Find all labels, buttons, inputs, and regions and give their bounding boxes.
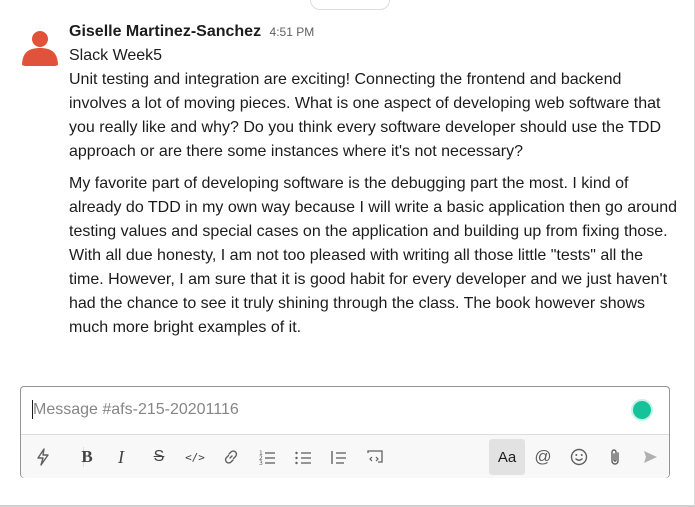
toolbar-divider: [83, 447, 84, 467]
svg-text:1: 1: [259, 450, 263, 457]
code-button[interactable]: </>: [185, 450, 205, 464]
date-divider-pill[interactable]: [310, 0, 390, 10]
lightning-icon[interactable]: [29, 443, 57, 471]
emoji-icon[interactable]: [565, 443, 593, 471]
message-input[interactable]: [31, 397, 623, 423]
avatar[interactable]: [20, 26, 60, 66]
mention-button[interactable]: @: [534, 447, 552, 466]
italic-button[interactable]: I: [118, 446, 124, 467]
window-edge-bottom: [0, 505, 695, 507]
svg-text:3: 3: [259, 460, 263, 465]
strikethrough-button[interactable]: S: [153, 448, 165, 465]
message-subject: Slack Week5: [69, 47, 163, 64]
paperclip-icon[interactable]: [601, 443, 629, 471]
link-icon[interactable]: [217, 443, 245, 471]
user-avatar-icon: [22, 31, 58, 66]
message-header: Giselle Martinez-Sanchez 4:51 PM: [69, 20, 679, 44]
author-name[interactable]: Giselle Martinez-Sanchez: [69, 23, 262, 40]
bulleted-list-icon[interactable]: [289, 443, 317, 471]
blockquote-icon[interactable]: [325, 443, 353, 471]
message-paragraph: My favorite part of developing software …: [69, 175, 678, 240]
grammarly-icon[interactable]: [633, 401, 651, 419]
svg-text:2: 2: [259, 455, 263, 462]
message-composer: B I S </> 123 Aa @: [20, 386, 670, 478]
text-caret: [32, 400, 33, 419]
bold-button[interactable]: B: [81, 447, 93, 466]
message-paragraph: With all due honesty, I am not too pleas…: [69, 247, 668, 336]
message-content: Giselle Martinez-Sanchez 4:51 PM Slack W…: [69, 20, 679, 340]
formatting-toggle-button[interactable]: Aa: [489, 439, 525, 475]
message-timestamp[interactable]: 4:51 PM: [269, 25, 315, 39]
send-icon[interactable]: [636, 443, 664, 471]
code-block-icon[interactable]: [361, 443, 389, 471]
message-paragraph: Unit testing and integration are excitin…: [69, 71, 662, 160]
